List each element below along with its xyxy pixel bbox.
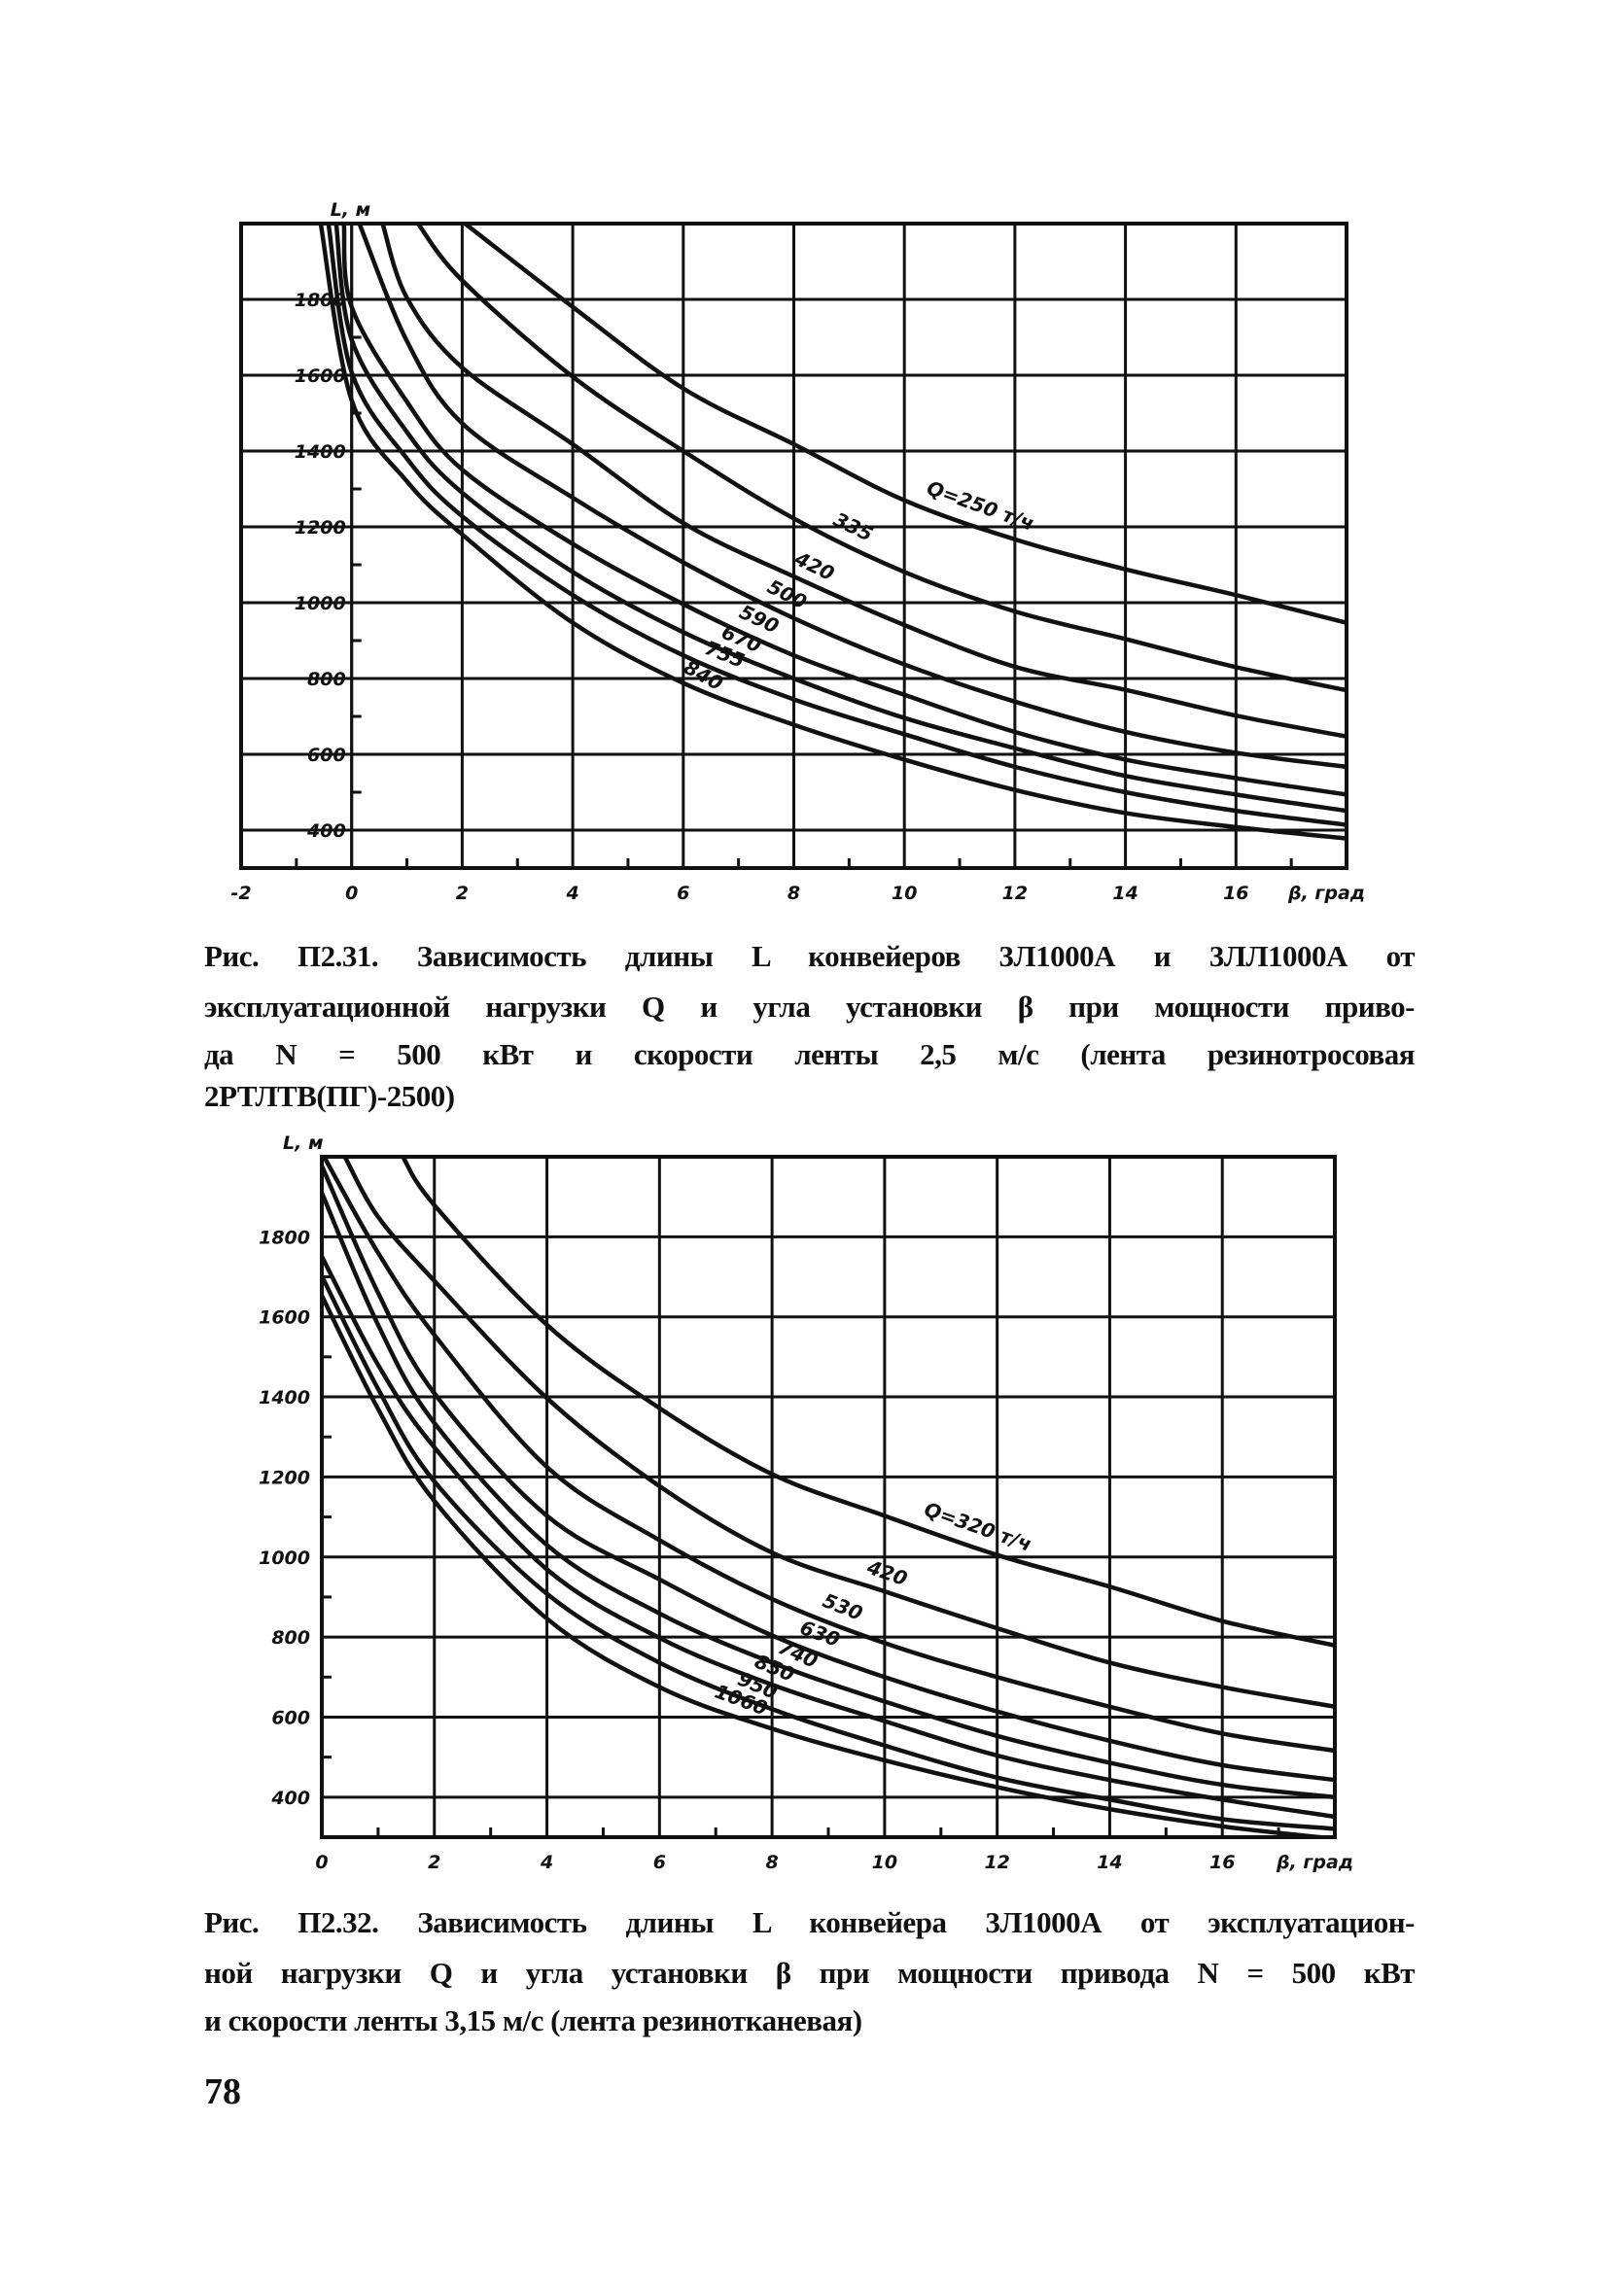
figure-1-caption-line: 2РТЛТВ(ПГ)-2500) — [204, 1079, 455, 1113]
y-tick-label: 600 — [271, 1707, 310, 1728]
x-tick-label: 10 — [892, 883, 917, 904]
series-line-q-500 — [357, 224, 1347, 770]
series-line-q-670 — [333, 224, 1347, 814]
series-line-q-420 — [342, 1157, 1335, 1709]
x-tick-label: 10 — [872, 1852, 897, 1873]
x-tick-label: 0 — [315, 1852, 328, 1873]
series-line-q-850 — [322, 1255, 1335, 1820]
x-axis-label: β, град — [1276, 1852, 1353, 1873]
x-tick-label: 8 — [788, 883, 800, 904]
page-number: 78 — [204, 2071, 241, 2112]
figure-2-caption-line: и скорости ленты 3,15 м/с (лента резинот… — [204, 2003, 862, 2037]
x-tick-label: 4 — [540, 1852, 553, 1873]
series-line-q-630 — [322, 1165, 1335, 1783]
x-tick-label: 12 — [1002, 883, 1028, 904]
x-tick-label: 14 — [1112, 883, 1138, 904]
series-line-q-320 — [401, 1157, 1335, 1648]
y-tick-label: 1200 — [295, 517, 346, 539]
x-tick-label: -2 — [230, 883, 251, 904]
y-tick-label: 1000 — [259, 1548, 310, 1569]
y-tick-label: 1600 — [259, 1307, 310, 1329]
x-tick-label: 6 — [653, 1852, 666, 1873]
y-tick-label: 1200 — [259, 1467, 310, 1488]
plot-frame — [239, 222, 1348, 870]
x-tick-label: 16 — [1223, 883, 1248, 904]
y-tick-label: 800 — [307, 669, 346, 690]
y-axis-label: L, м — [331, 199, 370, 221]
y-tick-label: 1400 — [259, 1387, 310, 1409]
x-tick-label: 16 — [1209, 1852, 1235, 1873]
series-line-q-420 — [380, 224, 1347, 739]
y-tick-label: 1800 — [259, 1227, 310, 1248]
series-line-q-1060 — [322, 1294, 1335, 1837]
y-tick-label: 800 — [271, 1627, 310, 1649]
y-tick-label: 1600 — [295, 365, 346, 387]
x-tick-label: 0 — [345, 883, 358, 904]
chart-2: 0 2 4 6 8 10 12 14 16 1800 1600 1400 1200 1000 800 600 4… — [259, 1132, 1353, 1873]
y-tick-label: 1400 — [295, 441, 346, 463]
series-line-q-335 — [416, 224, 1347, 693]
x-tick-label: 12 — [984, 1852, 1009, 1873]
x-tick-label: 6 — [677, 883, 689, 904]
series-line-q-755 — [326, 224, 1347, 827]
figure-2-caption-line: Рис. П2.32. Зависимость длины L конвейер… — [204, 1905, 1416, 1939]
series-line-q-840 — [318, 224, 1347, 841]
series-line-q-740 — [322, 1192, 1335, 1800]
x-axis-label: β, град — [1287, 883, 1365, 904]
y-tick-label: 400 — [306, 820, 346, 842]
y-tick-label: 600 — [307, 745, 346, 766]
series-line-q-530 — [322, 1157, 1335, 1754]
chart-1: -2 0 2 4 6 8 10 12 14 161800160014001200100080060… — [230, 199, 1365, 904]
figure-1-caption-line: эксплуатационной нагрузки Q и угла устан… — [204, 990, 1416, 1024]
x-tick-label: 2 — [456, 883, 469, 904]
plot-frame — [320, 1155, 1337, 1839]
x-tick-label: 14 — [1097, 1852, 1122, 1873]
figure-1-caption-line: Рис. П2.31. Зависимость длины L конвейер… — [204, 939, 1416, 973]
series-line-q-590 — [341, 224, 1347, 797]
x-tick-label: 8 — [765, 1852, 778, 1873]
y-tick-label: 400 — [270, 1788, 310, 1809]
y-axis-label: L, м — [283, 1132, 323, 1154]
figure-2-caption-line: ной нагрузки Q и угла установки β при мо… — [204, 1956, 1416, 1990]
series-line-q-950 — [322, 1274, 1335, 1831]
y-tick-label: 1000 — [295, 593, 346, 614]
series-line-q-250 — [463, 224, 1347, 625]
x-tick-label: 4 — [565, 883, 578, 904]
figure-1-caption-line: да N = 500 кВт и скорости ленты 2,5 м/с … — [204, 1037, 1416, 1071]
x-tick-label: 2 — [428, 1852, 440, 1873]
